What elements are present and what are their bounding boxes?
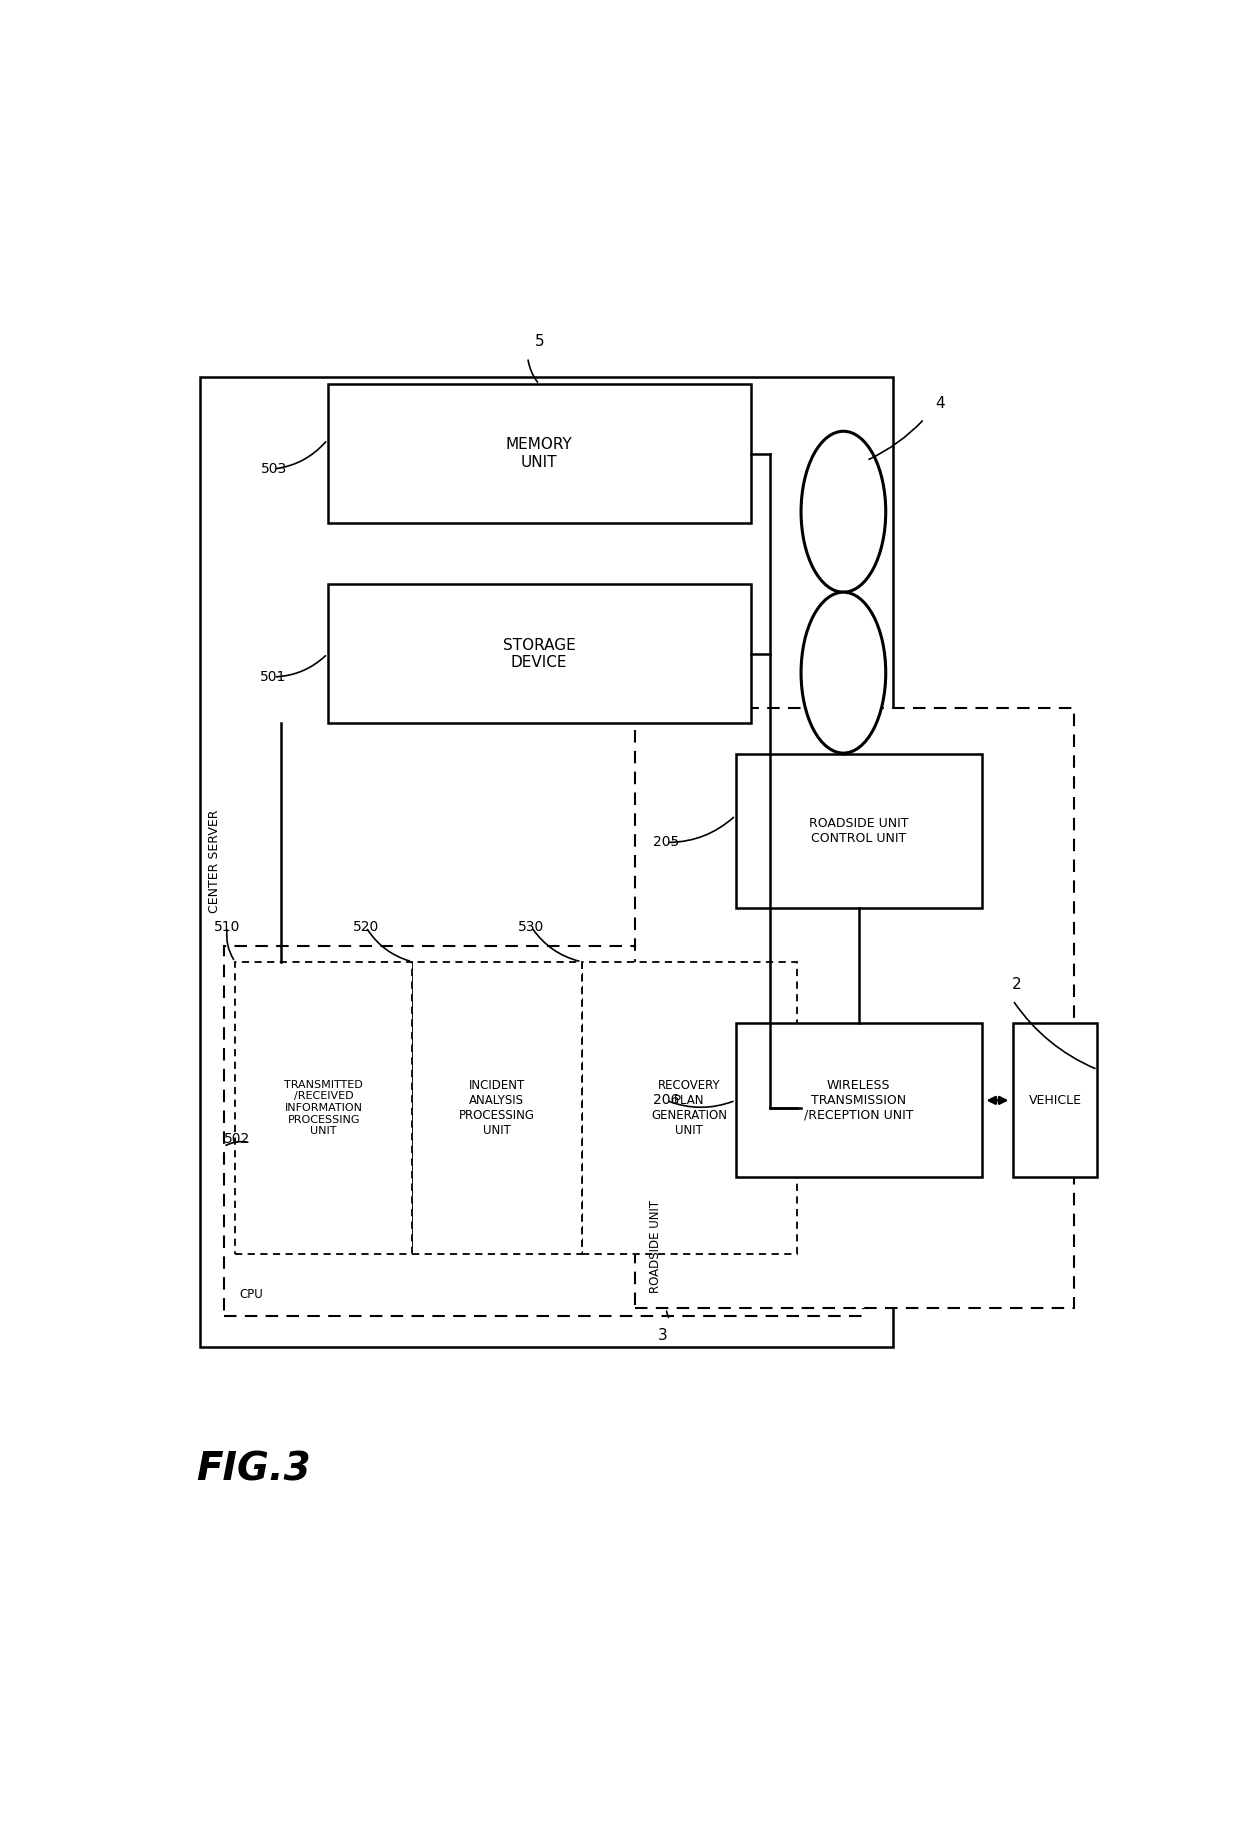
Text: INCIDENT
ANALYSIS
PROCESSING
UNIT: INCIDENT ANALYSIS PROCESSING UNIT (459, 1079, 534, 1137)
Text: ROADSIDE UNIT: ROADSIDE UNIT (650, 1199, 662, 1293)
Bar (412, 962, 582, 1254)
Bar (735, 1024, 982, 1177)
Bar (201, 376, 894, 1347)
Text: 530: 530 (518, 921, 544, 934)
Text: FIG.3: FIG.3 (197, 1451, 311, 1488)
Ellipse shape (801, 591, 885, 753)
Text: MEMORY
UNIT: MEMORY UNIT (506, 437, 573, 470)
Ellipse shape (801, 431, 885, 591)
Bar (735, 753, 982, 908)
Text: RECOVERY
PLAN
GENERATION
UNIT: RECOVERY PLAN GENERATION UNIT (651, 1079, 728, 1137)
Text: 2: 2 (1012, 978, 1022, 993)
Text: 502: 502 (223, 1131, 249, 1146)
Text: 510: 510 (215, 921, 241, 934)
Text: 520: 520 (353, 921, 379, 934)
Text: WIRELESS
TRANSMISSION
/RECEPTION UNIT: WIRELESS TRANSMISSION /RECEPTION UNIT (804, 1079, 914, 1122)
Text: 501: 501 (260, 670, 286, 683)
Bar (223, 947, 863, 1315)
Text: CPU: CPU (239, 1288, 263, 1300)
Bar (635, 707, 1074, 1308)
Text: ROADSIDE UNIT
CONTROL UNIT: ROADSIDE UNIT CONTROL UNIT (808, 816, 909, 845)
Text: 503: 503 (260, 462, 286, 475)
Text: STORAGE
DEVICE: STORAGE DEVICE (503, 637, 575, 670)
Bar (1013, 1024, 1097, 1177)
Text: 4: 4 (935, 396, 945, 411)
Bar (236, 962, 412, 1254)
Text: 206: 206 (653, 1094, 680, 1107)
Text: 5: 5 (534, 335, 544, 350)
Bar (327, 385, 751, 523)
Bar (582, 962, 797, 1254)
Text: TRANSMITTED
/RECEIVED
INFORMATION
PROCESSING
UNIT: TRANSMITTED /RECEIVED INFORMATION PROCES… (284, 1079, 363, 1137)
Text: CENTER SERVER: CENTER SERVER (208, 810, 221, 914)
Text: 205: 205 (653, 836, 680, 849)
Text: VEHICLE: VEHICLE (1029, 1094, 1081, 1107)
Text: 3: 3 (657, 1328, 667, 1343)
Bar (327, 584, 751, 724)
